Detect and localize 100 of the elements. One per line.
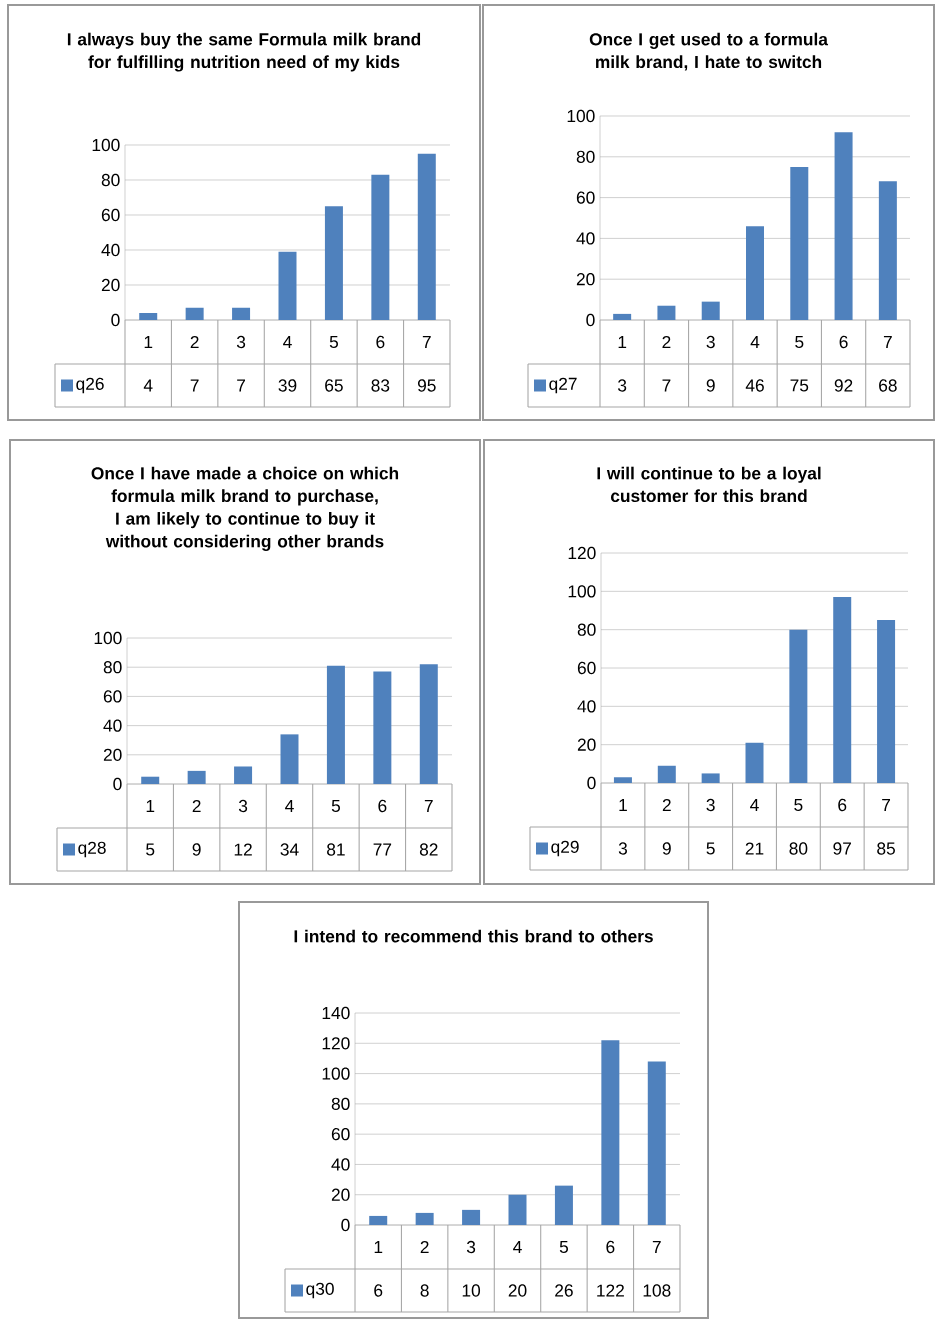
chart-title: I will continue to be a loyal customer for this brand — [597, 466, 821, 503]
y-tick-label: 0 — [341, 1218, 350, 1232]
x-tick-label: 6 — [378, 799, 387, 813]
bar — [232, 307, 251, 320]
chart-title: Once I get used to a formula milk brand, I hate to switch — [589, 32, 829, 71]
data-label: 7 — [662, 379, 671, 392]
x-tick-label: 5 — [331, 799, 341, 813]
x-tick-label: 5 — [794, 798, 803, 812]
bar — [613, 777, 632, 784]
data-label: 9 — [662, 842, 671, 855]
bar — [657, 765, 676, 784]
data-label: 9 — [192, 843, 201, 856]
x-tick-label: 4 — [750, 336, 760, 348]
y-tick-label: 20 — [576, 273, 595, 286]
data-label: 80 — [789, 842, 808, 855]
bar — [745, 742, 764, 784]
x-tick-label: 6 — [839, 335, 848, 349]
x-tick-label: 6 — [606, 1240, 615, 1254]
y-tick-label: 60 — [101, 208, 120, 222]
data-label: 83 — [371, 379, 390, 392]
data-label: 85 — [877, 842, 895, 855]
x-tick-label: 7 — [422, 336, 431, 348]
data-label: 82 — [419, 843, 438, 856]
x-tick-label: 3 — [236, 335, 246, 349]
data-label: 5 — [146, 843, 155, 856]
data-label: 97 — [833, 842, 851, 855]
bar — [185, 307, 204, 320]
bar — [419, 664, 438, 785]
x-tick-label: 2 — [662, 798, 671, 812]
data-label: 6 — [374, 1284, 383, 1297]
x-tick-label: 4 — [283, 336, 292, 348]
x-tick-label: 3 — [706, 335, 715, 349]
data-label: 46 — [745, 379, 764, 392]
x-tick-label: 4 — [513, 1241, 522, 1253]
bar — [369, 1215, 388, 1226]
y-tick-label: 120 — [322, 1037, 350, 1050]
y-tick-label: 20 — [577, 738, 596, 751]
x-tick-label: 7 — [882, 799, 891, 811]
x-tick-label: 4 — [285, 800, 294, 812]
bar — [789, 629, 808, 784]
y-tick-label: 40 — [331, 1158, 350, 1171]
x-tick-label: 5 — [559, 1240, 569, 1254]
x-tick-label: 2 — [192, 799, 201, 813]
x-tick-label: 6 — [838, 798, 847, 812]
bar — [187, 770, 206, 785]
legend-label: q27 — [549, 377, 577, 394]
x-tick-label: 5 — [329, 335, 339, 349]
x-tick-label: 1 — [619, 799, 627, 811]
y-tick-label: 80 — [576, 150, 595, 163]
x-tick-label: 2 — [662, 335, 671, 349]
y-tick-label: 0 — [111, 313, 120, 327]
data-label: 12 — [234, 843, 252, 856]
y-tick-label: 40 — [101, 243, 120, 257]
data-label: 68 — [879, 379, 897, 392]
data-label: 9 — [706, 379, 715, 392]
y-tick-label: 60 — [331, 1128, 350, 1141]
bar — [878, 181, 897, 320]
x-tick-label: 1 — [146, 800, 155, 812]
x-tick-label: 2 — [420, 1240, 429, 1254]
bar — [280, 734, 299, 785]
data-label: 7 — [237, 379, 246, 392]
bar — [647, 1061, 666, 1226]
bar — [746, 226, 765, 320]
legend-label: q28 — [78, 841, 106, 858]
legend-label: q26 — [76, 377, 104, 394]
data-label: 81 — [327, 843, 345, 856]
y-tick-label: 60 — [576, 191, 595, 204]
y-tick-label: 80 — [101, 173, 120, 187]
bar — [554, 1185, 573, 1226]
y-tick-label: 100 — [94, 631, 122, 645]
bar — [833, 597, 852, 784]
data-label: 77 — [373, 843, 392, 856]
y-tick-label: 80 — [103, 661, 122, 674]
data-label: 34 — [280, 843, 299, 856]
data-label: 4 — [143, 379, 153, 392]
y-tick-label: 0 — [586, 313, 595, 327]
x-tick-label: 7 — [652, 1241, 661, 1253]
data-label: 7 — [190, 379, 199, 392]
bar — [326, 665, 345, 785]
y-tick-label: 60 — [577, 661, 596, 675]
bar — [139, 313, 158, 320]
x-tick-label: 3 — [238, 799, 248, 813]
data-label: 3 — [618, 379, 627, 392]
data-label: 20 — [508, 1284, 527, 1297]
bar — [141, 776, 160, 785]
y-tick-label: 100 — [322, 1067, 350, 1080]
y-tick-label: 20 — [103, 748, 122, 761]
data-label: 122 — [597, 1284, 624, 1297]
x-tick-label: 3 — [466, 1240, 476, 1254]
data-label: 8 — [420, 1284, 429, 1297]
y-tick-label: 60 — [103, 690, 122, 703]
x-tick-label: 7 — [424, 800, 433, 812]
x-tick-label: 7 — [883, 336, 892, 348]
data-label: 5 — [706, 842, 715, 855]
x-tick-label: 1 — [618, 336, 627, 348]
chart-title: Once I have made a choice on which formula milk brand to purchase, I am likely to continue to buy it without considering other brands — [91, 466, 399, 551]
bar — [417, 153, 436, 320]
bar — [790, 167, 809, 320]
y-tick-label: 100 — [567, 109, 595, 123]
x-tick-label: 1 — [374, 1241, 383, 1253]
